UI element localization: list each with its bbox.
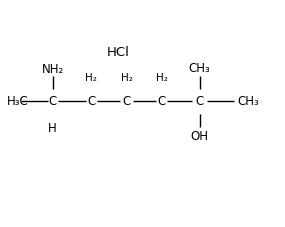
Text: H₂: H₂: [156, 73, 168, 83]
Text: H₃C: H₃C: [7, 94, 29, 108]
Text: H₂: H₂: [85, 73, 97, 83]
Text: C: C: [123, 94, 131, 108]
Text: OH: OH: [190, 130, 209, 143]
Text: CH₃: CH₃: [237, 94, 259, 108]
Text: H: H: [48, 122, 57, 135]
Text: CH₃: CH₃: [189, 62, 210, 75]
Text: HCl: HCl: [107, 46, 130, 59]
Text: C: C: [87, 94, 95, 108]
Text: C: C: [196, 94, 203, 108]
Text: H₂: H₂: [121, 73, 133, 83]
Text: C: C: [158, 94, 166, 108]
Text: NH₂: NH₂: [42, 63, 64, 76]
Text: C: C: [49, 94, 57, 108]
